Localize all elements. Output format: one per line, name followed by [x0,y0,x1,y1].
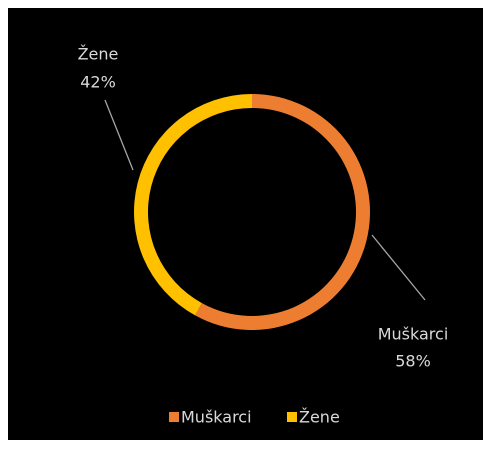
data-label-name: Žene [78,45,119,64]
donut-segment [134,94,252,316]
leader-line [371,234,426,301]
leader-line [104,99,134,171]
data-label-name: Muškarci [378,325,449,344]
data-label-value: 42% [80,73,116,92]
data-label-value: 58% [395,352,431,371]
legend-label: Muškarci [181,408,252,427]
legend-swatch [169,412,179,422]
chart-background [8,8,483,440]
legend-label: Žene [299,408,340,427]
legend-swatch [287,412,297,422]
